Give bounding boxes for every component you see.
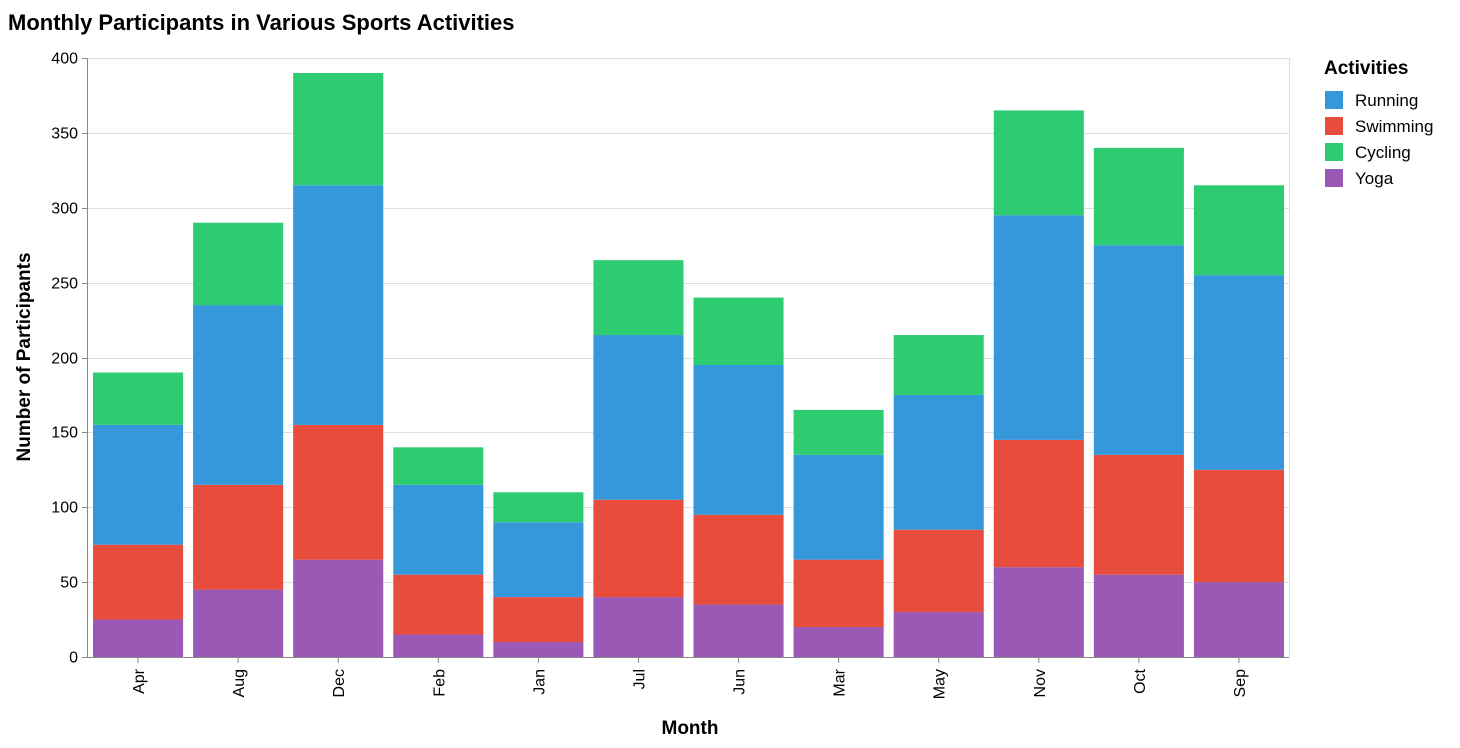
legend-swatch-running bbox=[1325, 91, 1343, 109]
bar-running-dec bbox=[293, 185, 384, 425]
x-tick-label: May bbox=[932, 669, 949, 699]
bar-cycling-oct bbox=[1093, 147, 1184, 246]
chart-title: Monthly Participants in Various Sports A… bbox=[8, 10, 515, 35]
bar-swimming-feb bbox=[393, 574, 484, 635]
legend-label-swimming: Swimming bbox=[1355, 117, 1433, 136]
bars bbox=[93, 72, 1284, 658]
legend-label-yoga: Yoga bbox=[1355, 169, 1394, 188]
bar-yoga-dec bbox=[293, 559, 384, 657]
x-tick-label: Jun bbox=[732, 669, 749, 695]
bar-yoga-feb bbox=[393, 634, 484, 657]
y-tick-label: 200 bbox=[51, 351, 78, 368]
bar-swimming-mar bbox=[793, 559, 884, 628]
bar-running-apr bbox=[93, 424, 184, 545]
legend-label-running: Running bbox=[1355, 91, 1418, 110]
bar-yoga-jul bbox=[593, 597, 684, 657]
x-tick-label: Apr bbox=[131, 668, 148, 694]
x-tick-label: Aug bbox=[231, 669, 248, 697]
bar-running-jul bbox=[593, 335, 684, 500]
bar-running-sep bbox=[1193, 275, 1284, 470]
bar-yoga-oct bbox=[1093, 574, 1184, 657]
bar-running-mar bbox=[793, 454, 884, 560]
bar-swimming-dec bbox=[293, 424, 384, 560]
bar-yoga-jan bbox=[493, 642, 584, 657]
y-tick-label: 350 bbox=[51, 126, 78, 143]
bar-yoga-sep bbox=[1193, 582, 1284, 658]
bar-cycling-jun bbox=[693, 297, 784, 365]
x-tick-label: Jan bbox=[531, 669, 548, 695]
bar-cycling-dec bbox=[293, 72, 384, 186]
bar-cycling-apr bbox=[93, 372, 184, 425]
bar-cycling-mar bbox=[793, 409, 884, 455]
legend-swatch-swimming bbox=[1325, 117, 1343, 135]
x-tick-label: Feb bbox=[431, 669, 448, 697]
bar-swimming-jan bbox=[493, 597, 584, 643]
bar-running-oct bbox=[1093, 245, 1184, 455]
y-tick-label: 0 bbox=[69, 650, 78, 667]
bar-swimming-jun bbox=[693, 514, 784, 605]
x-tick-label: Mar bbox=[832, 668, 849, 696]
bar-yoga-nov bbox=[993, 567, 1084, 657]
bar-cycling-sep bbox=[1193, 185, 1284, 276]
bar-running-feb bbox=[393, 484, 484, 575]
x-tick-label: Nov bbox=[1032, 669, 1049, 697]
bar-yoga-apr bbox=[93, 619, 184, 657]
y-tick-label: 300 bbox=[51, 201, 78, 218]
bar-swimming-sep bbox=[1193, 469, 1284, 583]
legend-swatch-yoga bbox=[1325, 169, 1343, 187]
bar-cycling-may bbox=[893, 335, 984, 395]
bar-swimming-apr bbox=[93, 544, 184, 620]
gridlines bbox=[88, 58, 1290, 658]
x-tick-label: Oct bbox=[1132, 668, 1149, 693]
bar-swimming-oct bbox=[1093, 454, 1184, 575]
y-tick-label: 150 bbox=[51, 425, 78, 442]
bar-swimming-may bbox=[893, 529, 984, 613]
bar-cycling-nov bbox=[993, 110, 1084, 216]
legend: Activities Running Swimming Cycling Yoga bbox=[1324, 58, 1433, 188]
bar-cycling-aug bbox=[193, 222, 284, 306]
y-tick-label: 250 bbox=[51, 276, 78, 293]
bar-running-aug bbox=[193, 305, 284, 485]
bar-yoga-may bbox=[893, 612, 984, 657]
legend-title: Activities bbox=[1324, 58, 1408, 79]
bar-yoga-aug bbox=[193, 589, 284, 657]
x-tick-label: Sep bbox=[1232, 669, 1249, 698]
y-axis-title: Number of Participants bbox=[14, 252, 35, 461]
bar-running-may bbox=[893, 394, 984, 530]
bar-running-nov bbox=[993, 215, 1084, 440]
bar-cycling-feb bbox=[393, 447, 484, 485]
bar-running-jan bbox=[493, 522, 584, 598]
bar-yoga-mar bbox=[793, 627, 884, 657]
legend-label-cycling: Cycling bbox=[1355, 143, 1411, 162]
bar-swimming-aug bbox=[193, 484, 284, 590]
x-tick-label: Dec bbox=[331, 669, 348, 697]
axes: 0 50 100 150 200 250 300 350 400 Apr Aug Dec Feb Jan J… bbox=[51, 51, 1289, 699]
bar-running-jun bbox=[693, 364, 784, 515]
x-axis-title: Month bbox=[662, 718, 719, 739]
bar-swimming-jul bbox=[593, 499, 684, 598]
legend-swatch-cycling bbox=[1325, 143, 1343, 161]
x-tick-label: Jul bbox=[631, 669, 648, 689]
bar-swimming-nov bbox=[993, 439, 1084, 568]
y-tick-label: 400 bbox=[51, 51, 78, 68]
bar-yoga-jun bbox=[693, 604, 784, 657]
bar-cycling-jan bbox=[493, 492, 584, 523]
bar-cycling-jul bbox=[593, 260, 684, 336]
y-tick-label: 50 bbox=[60, 575, 78, 592]
y-tick-label: 100 bbox=[51, 500, 78, 517]
